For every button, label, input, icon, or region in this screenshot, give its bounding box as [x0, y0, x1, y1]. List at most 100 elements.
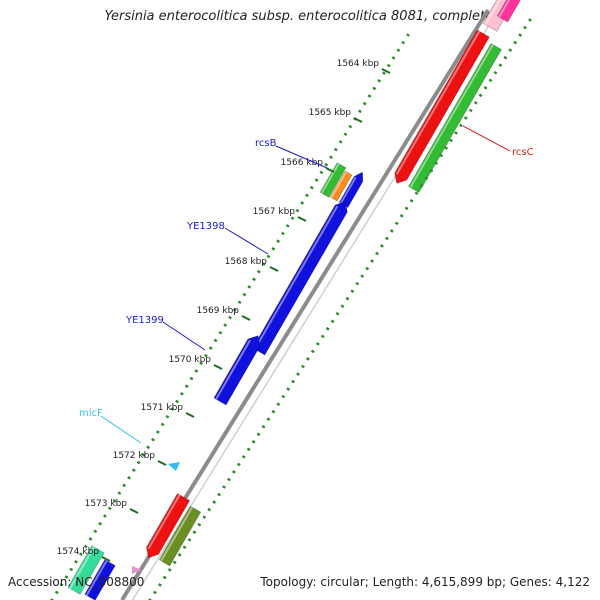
- inner-tick-mark: [165, 414, 170, 419]
- inner-tick-mark: [199, 361, 204, 366]
- outer-tick-mark: [375, 251, 379, 256]
- major-tick-mark: [213, 364, 223, 370]
- inner-tick-mark: [141, 453, 146, 457]
- outer-tick-mark: [251, 440, 256, 444]
- outer-tick-mark: [301, 364, 305, 369]
- inner-tick-mark: [146, 445, 151, 450]
- tick-label: 1564 kbp: [337, 59, 380, 69]
- tick-label: 1566 kbp: [281, 158, 324, 168]
- inner-tick-mark: [309, 185, 314, 190]
- gene-label-rcsb[interactable]: rcsB: [255, 138, 277, 149]
- major-tick-mark: [101, 556, 111, 562]
- outer-tick-mark: [182, 545, 187, 550]
- inner-tick-mark: [228, 315, 232, 320]
- gene-label-ye1398[interactable]: YE1398: [186, 221, 225, 232]
- gene-feature-YE1398[interactable]: [252, 201, 348, 356]
- inner-tick-mark: [252, 277, 256, 282]
- tick-label: 1565 kbp: [309, 108, 352, 118]
- outer-tick-mark: [162, 575, 167, 580]
- outer-tick-mark: [444, 146, 449, 150]
- gene-label-ye1399[interactable]: YE1399: [125, 315, 164, 326]
- inner-tick-mark: [170, 407, 175, 411]
- inner-tick-mark: [362, 101, 367, 106]
- inner-tick-mark: [285, 224, 290, 228]
- outer-tick-mark: [246, 447, 251, 452]
- tick-label: 1569 kbp: [197, 306, 240, 316]
- inner-tick-mark: [59, 582, 64, 587]
- outer-tick-mark: [394, 221, 399, 226]
- outer-tick-mark: [508, 48, 513, 52]
- outer-tick-mark: [197, 522, 202, 527]
- outer-tick-mark: [404, 206, 409, 211]
- inner-tick-mark: [290, 216, 295, 221]
- inner-tick-mark: [266, 254, 271, 259]
- inner-tick-mark: [305, 193, 309, 198]
- outer-tick-mark: [335, 311, 340, 316]
- gene-feature-lower-teal[interactable]: [67, 545, 105, 595]
- gene-feature-rcsB-orange[interactable]: [329, 170, 353, 202]
- inner-tick-mark: [391, 56, 396, 60]
- inner-tick-mark: [117, 491, 122, 495]
- inner-tick-mark: [204, 353, 208, 358]
- outer-tick-mark: [296, 372, 300, 376]
- inner-tick-mark: [136, 460, 141, 465]
- outer-tick-mark: [365, 266, 370, 271]
- gene-label-micf[interactable]: micF: [79, 408, 103, 419]
- gene-feature-YE1399[interactable]: [213, 335, 261, 406]
- gene-label-rcsc[interactable]: rcsC: [512, 147, 534, 158]
- gene-feature-micF[interactable]: [168, 462, 180, 471]
- inner-tick-mark: [74, 560, 78, 564]
- inner-tick-mark: [271, 246, 276, 251]
- gene-feature-lower-blue[interactable]: [84, 559, 116, 600]
- inner-tick-mark: [131, 468, 136, 472]
- outer-tick-mark: [310, 349, 315, 354]
- gene-leader-line: [100, 415, 142, 444]
- outer-tick-mark: [518, 33, 523, 37]
- tick-label: 1571 kbp: [141, 403, 184, 413]
- inner-tick-mark: [333, 147, 338, 152]
- gene-feature-lower-pink[interactable]: [132, 566, 142, 574]
- gene-feature-rcsB-green[interactable]: [319, 162, 347, 198]
- gene-feature-lower-olive[interactable]: [158, 505, 202, 567]
- inner-tick-mark: [406, 33, 410, 37]
- inner-tick-mark: [281, 231, 285, 236]
- outer-tick-mark: [256, 432, 261, 437]
- map-title: Yersinia enterocolitica subsp. enterocol…: [104, 9, 506, 24]
- inner-tick-mark: [348, 124, 353, 129]
- gene-feature-magenta[interactable]: [496, 0, 522, 23]
- outer-tick-mark: [429, 168, 434, 173]
- inner-tick-mark: [83, 544, 88, 549]
- inner-tick-mark: [213, 338, 218, 343]
- inner-tick-mark: [88, 537, 93, 541]
- inner-tick-mark: [377, 79, 382, 83]
- outer-tick-mark: [153, 590, 157, 595]
- outer-tick-mark: [370, 259, 374, 263]
- outer-tick-mark: [424, 176, 429, 180]
- tick-label: 1573 kbp: [85, 499, 128, 509]
- inner-tick-mark: [386, 63, 391, 68]
- outer-tick-mark: [172, 560, 177, 565]
- gene-feature-lower-red[interactable]: [146, 493, 191, 559]
- outer-tick-mark: [473, 101, 478, 105]
- outer-tick-mark: [207, 507, 212, 512]
- major-tick-mark: [157, 460, 167, 466]
- outer-tick-mark: [315, 342, 320, 346]
- inner-tick-mark: [179, 392, 184, 396]
- outer-tick-mark: [434, 161, 439, 165]
- inner-tick-mark: [103, 514, 107, 518]
- inner-tick-mark: [401, 40, 406, 45]
- outer-tick-mark: [320, 334, 325, 339]
- gene-leader-line: [275, 145, 328, 169]
- outer-tick-mark: [266, 417, 271, 422]
- inner-tick-mark: [184, 384, 189, 389]
- major-tick-mark: [381, 68, 391, 74]
- gene-feature-rcsC-red[interactable]: [394, 29, 490, 184]
- outer-tick-mark: [439, 153, 444, 158]
- inner-tick-mark: [382, 71, 386, 75]
- gene-feature-rcsC-green[interactable]: [408, 43, 502, 193]
- tick-label: 1567 kbp: [253, 207, 296, 217]
- outer-tick-mark: [212, 500, 217, 504]
- inner-tick-mark: [155, 430, 160, 434]
- tick-label: 1572 kbp: [113, 451, 156, 461]
